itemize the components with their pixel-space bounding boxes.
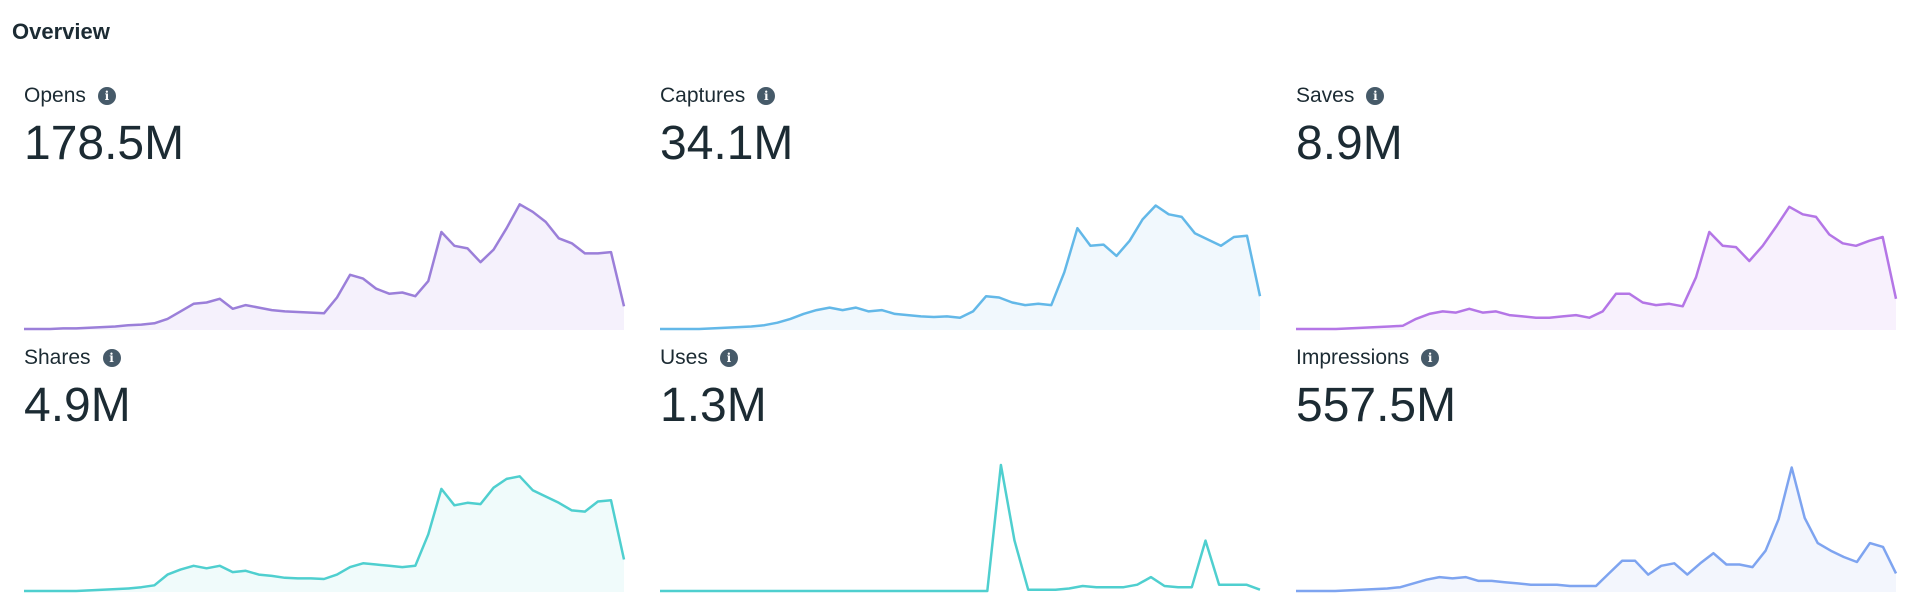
info-icon[interactable]: i	[102, 349, 121, 367]
metric-value: 557.5M	[1296, 379, 1457, 432]
card-header: Captures i	[660, 80, 1280, 112]
sparkline-area	[660, 205, 1260, 330]
metric-label: Opens	[24, 84, 86, 107]
card-header: Impressions i	[1296, 342, 1916, 374]
card-header: Uses i	[660, 342, 1280, 374]
metric-card-shares: Shares i 4.9M	[24, 342, 644, 604]
sparkline-chart	[1296, 205, 1898, 331]
sparkline-series-line	[24, 203, 626, 331]
sparkline-series-line	[660, 463, 1261, 593]
metric-label: Shares	[24, 346, 91, 369]
sparkline-series-line	[1296, 466, 1898, 593]
sparkline-chart	[24, 203, 626, 331]
metric-card-captures: Captures i 34.1M	[660, 80, 1280, 342]
sparkline-area	[24, 204, 624, 330]
card-header: Shares i	[24, 342, 644, 374]
sparkline-chart	[24, 475, 626, 593]
metric-value: 4.9M	[24, 379, 131, 432]
metric-value: 1.3M	[660, 379, 767, 432]
metric-value: 34.1M	[660, 117, 794, 170]
sparkline-series-line	[1296, 205, 1898, 331]
card-header: Saves i	[1296, 80, 1916, 112]
info-icon[interactable]: i	[719, 349, 738, 367]
sparkline-series-line	[24, 475, 626, 593]
info-icon[interactable]: i	[97, 87, 116, 105]
metric-value: 8.9M	[1296, 117, 1403, 170]
metric-label: Uses	[660, 346, 708, 369]
page-title: Overview	[12, 19, 110, 44]
sparkline-area	[1296, 206, 1896, 330]
sparkline-area	[24, 476, 624, 592]
sparkline-series-line	[660, 204, 1262, 331]
metric-label: Saves	[1296, 84, 1355, 107]
metric-label: Captures	[660, 84, 746, 107]
card-header: Opens i	[24, 80, 644, 112]
sparkline-area	[1296, 467, 1896, 592]
info-icon[interactable]: i	[757, 87, 776, 105]
metric-card-uses: Uses i 1.3M	[660, 342, 1280, 604]
metric-card-opens: Opens i 178.5M	[24, 80, 644, 342]
info-icon[interactable]: i	[1421, 349, 1440, 367]
info-icon[interactable]: i	[1366, 87, 1385, 105]
sparkline-chart	[660, 463, 1261, 593]
sparkline-chart	[1296, 466, 1898, 593]
metric-card-saves: Saves i 8.9M	[1296, 80, 1916, 342]
sparkline-chart	[660, 204, 1262, 331]
metric-value: 178.5M	[24, 117, 185, 170]
metric-label: Impressions	[1296, 346, 1410, 369]
metrics-grid: Opens i 178.5M Captures i 34.1M Saves i …	[24, 80, 1908, 604]
metric-card-impressions: Impressions i 557.5M	[1296, 342, 1916, 604]
